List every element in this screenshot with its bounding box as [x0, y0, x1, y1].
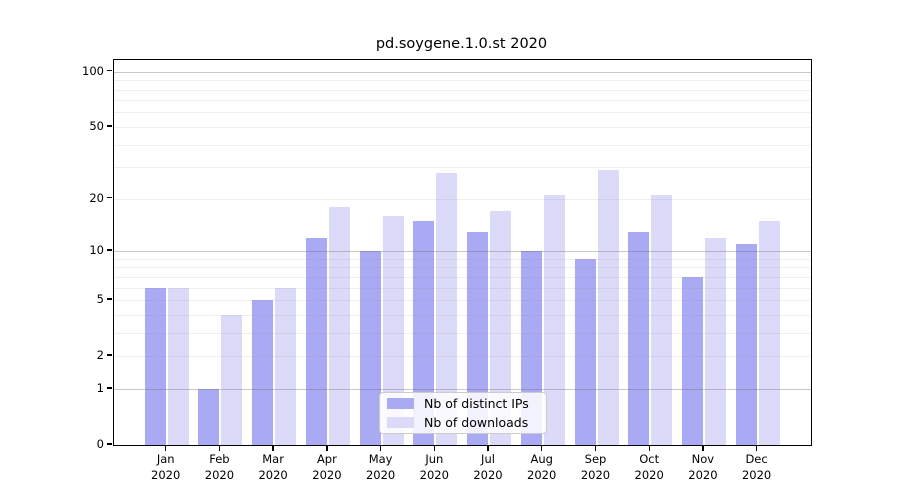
x-tick-mark-jan [165, 445, 167, 451]
plot-area [113, 59, 812, 446]
y-tick-label-5: 5 [96, 292, 104, 307]
x-tick-label-aug: Aug 2020 [527, 452, 557, 482]
bar-downloads-mar [275, 287, 297, 445]
y-tick-label-0: 0 [96, 437, 104, 451]
x-tick-label-jan: Jan 2020 [151, 452, 181, 482]
bar-downloads-jun [436, 172, 458, 445]
x-tick-mark-jun [433, 445, 435, 451]
x-tick-label-may: May 2020 [365, 452, 396, 482]
x-tick-mark-may [379, 445, 382, 451]
x-tick-label-feb: Feb 2020 [204, 452, 235, 482]
x-tick-label-sep: Sep 2020 [580, 452, 611, 482]
y-tick-mark-2 [107, 354, 112, 356]
x-tick-label-nov: Nov 2020 [688, 452, 718, 482]
y-tick-label-1: 1 [96, 380, 104, 395]
y-tick-mark-50 [107, 125, 112, 127]
y-tick-mark-10 [107, 249, 112, 251]
x-tick-mark-aug [541, 445, 543, 451]
bar-downloads-feb [221, 314, 243, 445]
legend-label-distinct-ips: Nb of distinct IPs [424, 396, 529, 411]
x-tick-label-apr: Apr 2020 [312, 452, 342, 482]
y-tick-label-2: 2 [96, 348, 104, 363]
x-tick-mark-dec [755, 445, 758, 451]
gridline-minor-6 [114, 287, 811, 289]
x-tick-mark-sep [594, 445, 597, 451]
bar-distinct-ips-dec [735, 244, 757, 445]
x-tick-mark-nov [702, 445, 704, 451]
legend: Nb of distinct IPs Nb of downloads [379, 392, 547, 434]
x-tick-label-oct: Oct 2020 [634, 452, 664, 482]
bar-downloads-nov [704, 237, 726, 445]
x-tick-mark-jul [487, 445, 489, 451]
bar-downloads-oct [651, 194, 673, 445]
y-tick-label-100: 100 [82, 63, 104, 78]
bar-downloads-sep [597, 169, 619, 445]
bar-distinct-ips-feb [198, 388, 220, 445]
x-tick-label-dec: Dec 2020 [741, 452, 772, 482]
gridline-minor-70 [114, 100, 811, 102]
y-tick-mark-0 [107, 443, 112, 445]
x-tick-label-jun: Jun 2020 [419, 452, 449, 482]
gridline-minor-2 [114, 356, 811, 358]
x-tick-mark-apr [326, 445, 328, 451]
bar-downloads-may [382, 215, 404, 445]
bar-distinct-ips-jun [413, 220, 435, 445]
gridline-minor-90 [114, 80, 811, 82]
x-tick-mark-oct [648, 445, 650, 451]
bar-distinct-ips-mar [252, 300, 274, 445]
gridline-minor-4 [114, 314, 811, 316]
bar-distinct-ips-jul [467, 231, 488, 445]
gridline-minor-8 [114, 267, 811, 269]
gridline-major-100 [114, 71, 811, 73]
gridline-minor-50 [114, 126, 811, 128]
x-tick-mark-feb [218, 445, 221, 451]
bar-distinct-ips-may [359, 251, 381, 445]
gridline-minor-30 [114, 167, 811, 169]
bar-downloads-aug [543, 194, 565, 445]
bar-downloads-dec [758, 220, 780, 445]
bar-downloads-jul [490, 211, 511, 445]
bar-downloads-jan [167, 287, 189, 445]
legend-item-downloads: Nb of downloads [387, 415, 546, 430]
gridline-minor-60 [114, 112, 811, 114]
gridline-major-10 [114, 251, 811, 252]
y-tick-label-50: 50 [89, 118, 104, 133]
gridline-minor-40 [114, 144, 811, 146]
legend-swatch-distinct-ips [387, 398, 414, 409]
chart-title: pd.soygene.1.0.st 2020 [375, 36, 548, 52]
gridline-minor-9 [114, 258, 811, 260]
x-tick-label-jul: Jul 2020 [473, 452, 503, 482]
y-tick-mark-1 [107, 387, 112, 389]
legend-swatch-downloads [387, 417, 414, 428]
y-tick-mark-5 [107, 298, 112, 300]
gridline-minor-5 [114, 300, 811, 301]
gridline-minor-3 [114, 332, 811, 334]
bar-distinct-ips-oct [628, 231, 650, 445]
legend-label-downloads: Nb of downloads [424, 415, 529, 430]
gridline-minor-80 [114, 89, 811, 91]
y-tick-mark-20 [107, 196, 112, 199]
x-tick-label-mar: Mar 2020 [258, 452, 288, 482]
gridline-major-1 [114, 388, 811, 390]
bar-distinct-ips-jan [144, 287, 166, 445]
bar-downloads-apr [328, 206, 350, 445]
legend-item-distinct-ips: Nb of distinct IPs [387, 396, 546, 411]
y-tick-mark-100 [107, 69, 112, 72]
bar-distinct-ips-apr [305, 237, 327, 445]
y-tick-label-10: 10 [89, 243, 104, 257]
bar-distinct-ips-sep [574, 258, 596, 445]
x-tick-mark-mar [272, 445, 274, 451]
gridline-minor-7 [114, 276, 811, 278]
bar-distinct-ips-nov [681, 276, 703, 445]
y-tick-label-20: 20 [89, 190, 104, 205]
gridline-minor-20 [114, 198, 811, 200]
